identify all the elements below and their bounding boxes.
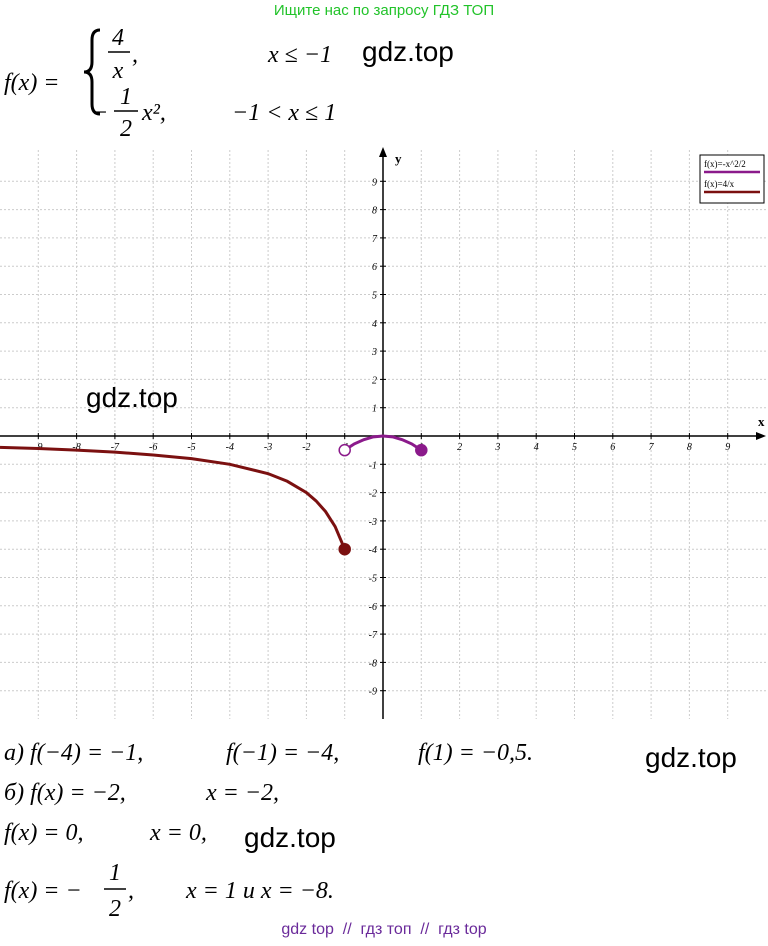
answer: б) f(x) = −2,	[4, 780, 126, 806]
case-condition: −1 < x ≤ 1	[232, 100, 336, 126]
answer-lhs: f(x) = −	[4, 878, 82, 904]
y-tick-label: 4	[372, 319, 377, 330]
x-tick-label: -3	[264, 442, 272, 453]
x-tick-label: -4	[226, 442, 234, 453]
y-tick-label: 1	[372, 404, 377, 415]
answer: f(x) = 0,	[4, 820, 84, 846]
y-tick-label: 7	[372, 234, 378, 245]
answer-num: 1	[109, 860, 121, 886]
answer: x = 0,	[150, 820, 207, 846]
x-axis-label: x	[758, 414, 765, 429]
x-tick-label: -2	[302, 442, 310, 453]
x-tick-label: 5	[572, 442, 577, 453]
y-tick-label: -7	[369, 630, 378, 641]
case-condition: x ≤ −1	[267, 42, 332, 68]
y-tick-label: -9	[369, 687, 377, 698]
y-axis-label: y	[395, 151, 402, 166]
x-tick-label: -6	[149, 442, 157, 453]
legend-label: f(x)=4/x	[704, 179, 735, 189]
y-tick-label: 5	[372, 291, 377, 302]
y-tick-label: 2	[372, 375, 377, 386]
case-tail: x²,	[141, 100, 166, 126]
watermark: gdz.top	[362, 36, 454, 67]
case-num: 4	[112, 25, 124, 51]
answer-d: f(x) = − 1 2 , x = 1 и x = −8.	[4, 860, 334, 922]
watermark: gdz.top	[244, 822, 336, 853]
case-den: x	[112, 58, 124, 84]
answer: f(1) = −0,5.	[418, 740, 534, 766]
open-point	[338, 443, 351, 457]
formula: f(x) = 4 x , x ≤ −1 − 1 2 x², −1 < x ≤ 1	[4, 25, 336, 142]
y-arrow	[379, 147, 387, 157]
y-tick-label: -3	[369, 517, 377, 528]
x-arrow	[756, 432, 766, 440]
answer-rhs: x = 1 и x = −8.	[185, 878, 334, 904]
answer: f(−1) = −4,	[226, 740, 340, 766]
case-den: 2	[120, 116, 132, 142]
y-tick-label: 6	[372, 262, 377, 273]
brace	[83, 28, 101, 116]
x-tick-label: 3	[494, 442, 500, 453]
x-tick-label: 9	[725, 442, 730, 453]
y-tick-label: -1	[369, 460, 377, 471]
legend-label: f(x)=-x^2/2	[704, 159, 746, 169]
y-tick-label: -5	[369, 574, 377, 585]
formula-lhs: f(x) =	[4, 70, 60, 96]
x-tick-label: -8	[72, 442, 80, 453]
y-tick-label: 8	[372, 206, 377, 217]
filled-point	[415, 443, 428, 457]
y-tick-label: -6	[369, 602, 377, 613]
y-tick-label: 3	[371, 347, 377, 358]
watermark: gdz.top	[86, 382, 178, 413]
curve	[0, 445, 347, 550]
y-tick-label: -2	[369, 489, 377, 500]
x-tick-label: 4	[534, 442, 539, 453]
footer: gdz top // гдз топ // гдз top	[281, 921, 487, 938]
y-tick-label: -4	[369, 545, 377, 556]
case-sign: −	[92, 100, 108, 126]
x-tick-label: -7	[111, 442, 120, 453]
case-tail: ,	[132, 42, 138, 68]
header: Ищите нас по запросу ГДЗ ТОП	[273, 2, 495, 19]
x-tick-label: 7	[649, 442, 655, 453]
curve	[343, 434, 423, 452]
legend-box	[699, 154, 765, 204]
watermark: gdz.top	[645, 742, 737, 773]
filled-point	[338, 542, 351, 556]
answer-tail: ,	[128, 878, 134, 904]
x-tick-label: 2	[457, 442, 462, 453]
x-tick-label: -5	[187, 442, 195, 453]
y-tick-label: -8	[369, 658, 377, 669]
x-tick-label: 6	[610, 442, 615, 453]
case-num: 1	[120, 84, 132, 110]
answer: x = −2,	[206, 780, 280, 806]
y-tick-label: 9	[372, 177, 377, 188]
answer-den: 2	[109, 896, 121, 922]
x-tick-label: 8	[687, 442, 692, 453]
answer: а) f(−4) = −1,	[4, 740, 144, 766]
graph: -9-8-7-6-5-4-3-2-1123456789-9-8-7-6-5-4-…	[0, 147, 766, 719]
